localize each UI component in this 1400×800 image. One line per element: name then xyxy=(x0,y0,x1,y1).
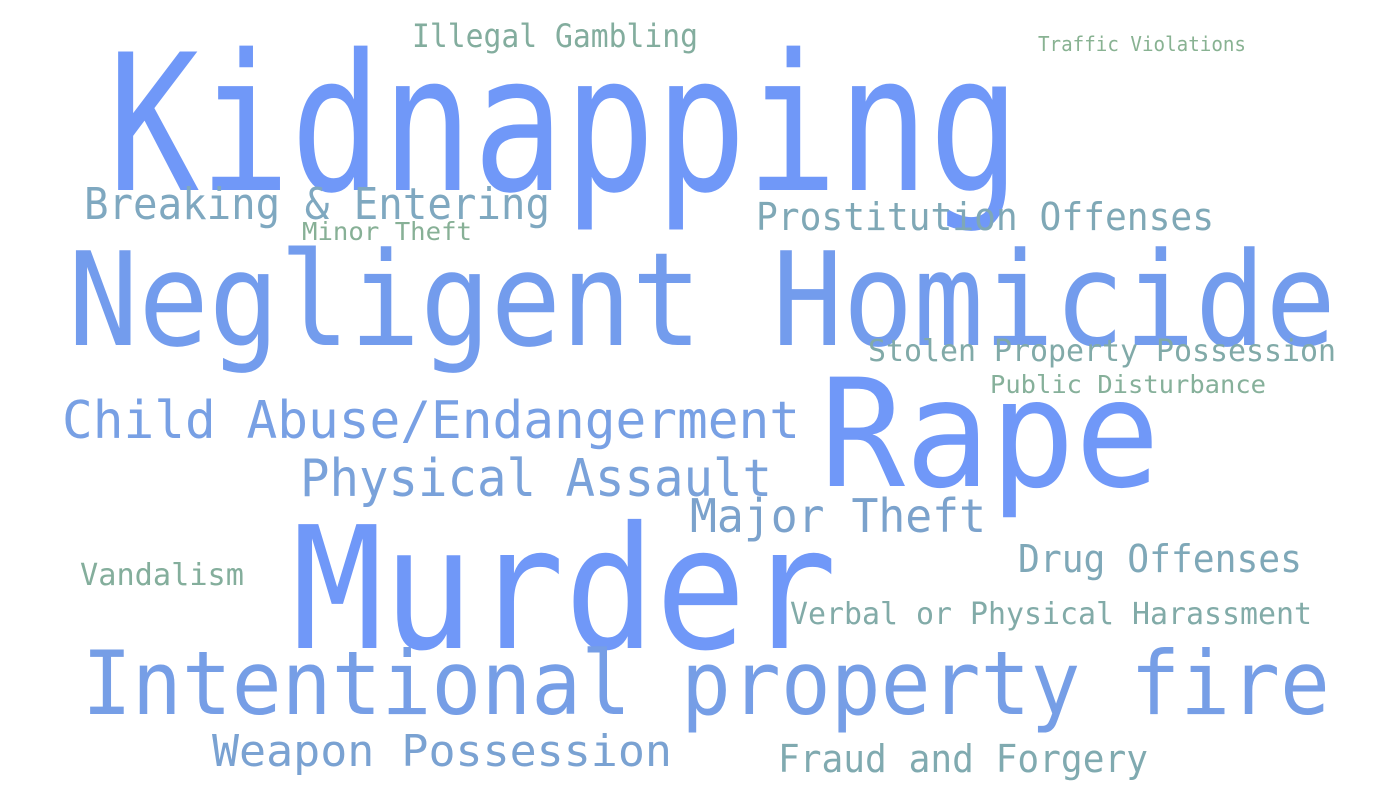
word-verbal-or-physical-harassment: Verbal or Physical Harassment xyxy=(790,597,1313,632)
word-fraud-and-forgery: Fraud and Forgery xyxy=(778,737,1148,781)
word-kidnapping: Kidnapping xyxy=(108,14,1021,235)
word-traffic-violations: Traffic Violations xyxy=(1038,32,1246,56)
word-rape: Rape xyxy=(820,348,1160,522)
word-murder: Murder xyxy=(292,491,838,689)
word-illegal-gambling: Illegal Gambling xyxy=(412,17,698,55)
word-vandalism: Vandalism xyxy=(80,558,244,593)
word-stolen-property-possession: Stolen Property Possession xyxy=(868,334,1337,369)
word-breaking-entering: Breaking & Entering xyxy=(84,179,550,230)
word-prostitution-offenses: Prostitution Offenses xyxy=(756,195,1215,239)
word-major-theft: Major Theft xyxy=(690,489,986,543)
word-child-abuse-endangerment: Child Abuse/Endangerment xyxy=(62,391,800,451)
word-physical-assault: Physical Assault xyxy=(300,449,773,509)
word-negligent-homicide: Negligent Homicide xyxy=(68,224,1336,376)
word-public-disturbance: Public Disturbance xyxy=(990,370,1267,399)
word-minor-theft: Minor Theft xyxy=(302,217,472,246)
word-drug-offenses: Drug Offenses xyxy=(1018,537,1303,581)
word-intentional-property-fire: Intentional property fire xyxy=(82,632,1330,735)
word-weapon-possession: Weapon Possession xyxy=(212,726,672,777)
